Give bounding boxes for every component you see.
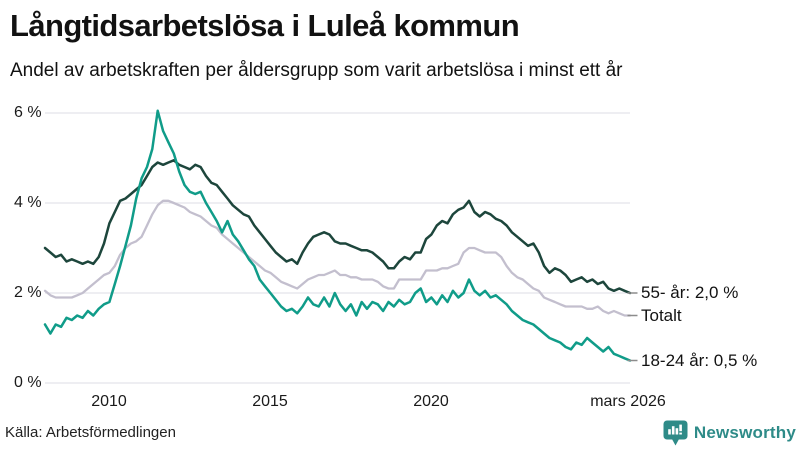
newsworthy-icon: [663, 420, 688, 445]
brand-logo-group: Newsworthy: [663, 419, 796, 447]
y-tick-0: 0 %: [14, 374, 42, 391]
x-tick-2015: 2015: [252, 393, 288, 410]
y-tick-2: 2 %: [14, 284, 42, 301]
x-tick-2020: 2020: [413, 393, 449, 410]
line-age55: [43, 159, 632, 295]
y-tick-6: 6 %: [14, 104, 42, 121]
legend-label-age55: 55- år: 2,0 %: [641, 283, 739, 302]
chart-subtitle: Andel av arbetskraften per åldersgrupp s…: [10, 60, 623, 81]
page-title: Långtidsarbetslösa i Luleå kommun: [10, 8, 520, 43]
brand-wordmark: Newsworthy: [693, 423, 796, 442]
legend-label-age1824: 18-24 år: 0,5 %: [641, 350, 758, 370]
source-note: Källa: Arbetsförmedlingen: [5, 424, 176, 441]
legend-label-total: Totalt: [641, 305, 682, 325]
y-tick-4: 4 %: [14, 194, 42, 211]
x-tick-mars-2026: mars 2026: [590, 393, 666, 410]
line-age1824: [43, 109, 632, 362]
line-total: [43, 199, 632, 317]
x-tick-2010: 2010: [91, 393, 127, 410]
